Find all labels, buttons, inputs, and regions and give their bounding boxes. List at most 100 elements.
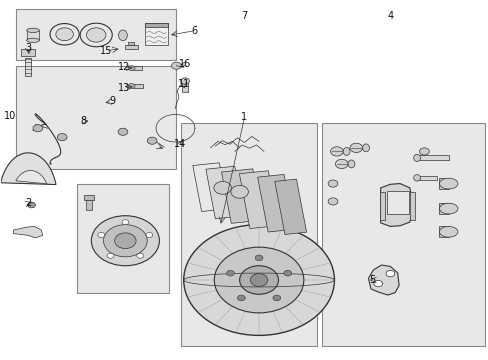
- Polygon shape: [380, 184, 413, 226]
- Circle shape: [272, 295, 280, 301]
- Bar: [25, 58, 31, 76]
- Circle shape: [171, 62, 181, 69]
- Ellipse shape: [439, 178, 457, 189]
- Polygon shape: [221, 169, 262, 223]
- Bar: [21, 49, 35, 56]
- Ellipse shape: [439, 226, 457, 237]
- Circle shape: [146, 233, 153, 238]
- Circle shape: [330, 147, 343, 156]
- Circle shape: [122, 220, 128, 225]
- Circle shape: [213, 181, 231, 194]
- Circle shape: [115, 233, 136, 249]
- Bar: [127, 42, 133, 45]
- Bar: [132, 66, 142, 70]
- Bar: [182, 81, 188, 92]
- Ellipse shape: [413, 175, 420, 181]
- Bar: [125, 45, 137, 49]
- Bar: [409, 192, 414, 220]
- Circle shape: [181, 78, 189, 84]
- Circle shape: [349, 143, 362, 153]
- Polygon shape: [368, 265, 398, 295]
- Ellipse shape: [362, 144, 369, 152]
- Circle shape: [284, 270, 291, 276]
- Circle shape: [373, 280, 382, 287]
- Text: 16: 16: [179, 59, 191, 69]
- Text: 1: 1: [241, 112, 247, 122]
- Ellipse shape: [439, 203, 457, 214]
- Bar: [16, 66, 176, 169]
- Text: 15: 15: [100, 46, 112, 56]
- Bar: [416, 176, 436, 180]
- Polygon shape: [274, 179, 306, 234]
- Bar: [27, 30, 39, 40]
- Bar: [144, 23, 168, 27]
- Circle shape: [28, 202, 35, 208]
- Text: 3: 3: [25, 43, 31, 53]
- Circle shape: [327, 180, 337, 187]
- Bar: [416, 156, 448, 160]
- Circle shape: [107, 253, 114, 258]
- Text: 2: 2: [25, 198, 31, 208]
- Polygon shape: [239, 171, 278, 229]
- Circle shape: [183, 225, 334, 336]
- Bar: [16, 9, 176, 60]
- Circle shape: [239, 266, 278, 294]
- Text: 14: 14: [174, 139, 186, 149]
- Bar: [77, 184, 169, 293]
- Circle shape: [33, 125, 42, 132]
- Polygon shape: [0, 153, 56, 185]
- Polygon shape: [16, 171, 47, 184]
- Text: 4: 4: [386, 11, 393, 21]
- Text: 9: 9: [109, 96, 115, 107]
- Bar: [439, 178, 448, 189]
- Bar: [379, 192, 384, 220]
- Circle shape: [230, 185, 248, 198]
- Polygon shape: [257, 175, 294, 232]
- Text: 5: 5: [368, 275, 374, 285]
- Text: 6: 6: [191, 26, 198, 36]
- Circle shape: [327, 198, 337, 205]
- Circle shape: [385, 270, 394, 277]
- Circle shape: [237, 295, 245, 301]
- Bar: [144, 23, 168, 45]
- Polygon shape: [205, 166, 244, 219]
- Polygon shape: [192, 163, 227, 212]
- Bar: [181, 123, 317, 346]
- Ellipse shape: [347, 160, 354, 168]
- Bar: [86, 200, 92, 210]
- Polygon shape: [14, 226, 42, 238]
- Circle shape: [255, 255, 263, 261]
- Circle shape: [118, 128, 127, 135]
- Circle shape: [214, 247, 303, 313]
- Circle shape: [226, 270, 234, 276]
- Circle shape: [137, 253, 143, 258]
- Bar: [439, 203, 448, 214]
- Ellipse shape: [27, 38, 39, 42]
- Bar: [386, 191, 408, 214]
- Bar: [132, 84, 143, 88]
- Circle shape: [128, 84, 135, 89]
- Circle shape: [419, 148, 428, 155]
- Circle shape: [57, 134, 67, 141]
- Bar: [322, 123, 484, 346]
- Circle shape: [86, 28, 106, 42]
- Text: 10: 10: [4, 111, 16, 121]
- Text: 7: 7: [241, 11, 247, 21]
- Circle shape: [128, 66, 135, 71]
- Ellipse shape: [413, 154, 420, 161]
- Circle shape: [98, 233, 104, 238]
- Text: 12: 12: [118, 63, 130, 72]
- Bar: [439, 226, 448, 237]
- Circle shape: [56, 28, 73, 41]
- Text: 11: 11: [177, 78, 189, 89]
- Circle shape: [147, 137, 157, 144]
- Circle shape: [335, 159, 347, 168]
- Circle shape: [103, 225, 147, 257]
- Text: 8: 8: [80, 116, 86, 126]
- Ellipse shape: [343, 148, 349, 156]
- Ellipse shape: [27, 28, 39, 32]
- Circle shape: [91, 216, 159, 266]
- Bar: [84, 195, 94, 201]
- Ellipse shape: [118, 30, 127, 41]
- Circle shape: [250, 274, 267, 287]
